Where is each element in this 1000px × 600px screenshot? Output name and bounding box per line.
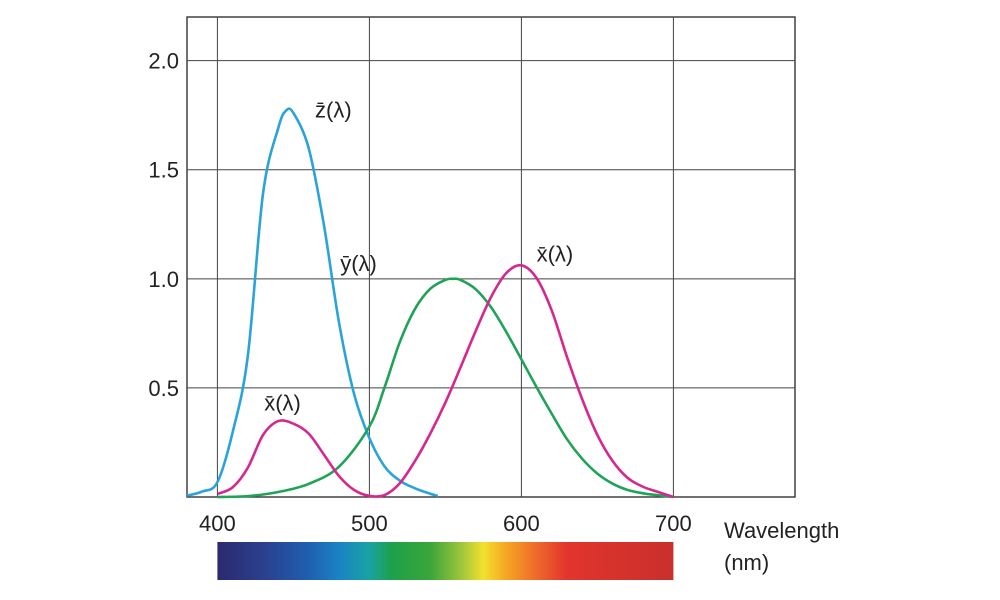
axes: 400 500 600 700 0.5 1.0 1.5 2.0 [148,49,691,536]
plot-frame [186,16,796,498]
spectrum-bar [217,542,674,580]
curve-label: ȳ(λ) [340,251,377,276]
x-axis-label: Wavelength [724,518,839,543]
x-tick-label: 700 [655,511,692,536]
x-tick-label: 500 [351,511,388,536]
y-tick-label: 0.5 [148,376,179,401]
y-tick-label: 1.0 [148,267,179,292]
curve-label: z̄(λ) [315,97,352,122]
x-axis-unit: (nm) [724,550,769,575]
series-line-y-bar [217,277,674,499]
curve-label: x̄(λ) [264,390,301,415]
x-tick-label: 600 [503,511,540,536]
grid [186,16,796,498]
curve-labels: z̄(λ) ȳ(λ) x̄(λ) x̄(λ) [264,97,573,415]
curves [186,107,674,499]
series-line-x-bar [216,263,674,499]
y-tick-label: 1.5 [148,158,179,183]
x-tick-label: 400 [199,511,236,536]
series-line-z-bar [186,107,439,498]
y-tick-label: 2.0 [148,49,179,74]
curve-label: x̄(λ) [537,242,574,267]
